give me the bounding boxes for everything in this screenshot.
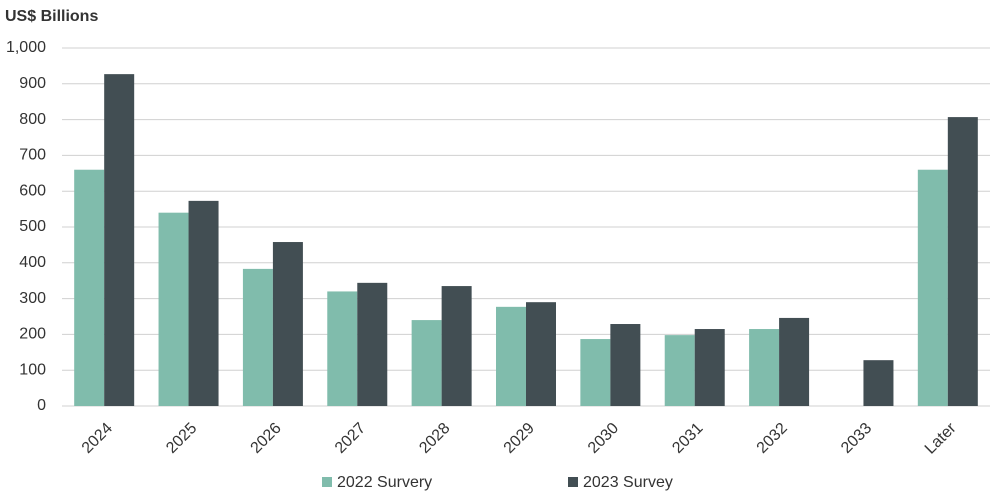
y-tick-label: 300 <box>19 290 46 307</box>
bar <box>863 360 894 406</box>
bar <box>580 339 611 406</box>
y-tick-label: 700 <box>19 147 46 164</box>
y-tick-label: 500 <box>19 218 46 235</box>
y-tick-label: 200 <box>19 326 46 343</box>
bar <box>411 320 442 406</box>
x-tick-label: 2031 <box>669 420 706 457</box>
bar <box>104 74 135 406</box>
x-tick-label: 2029 <box>501 420 538 457</box>
legend-label: 2023 Survey <box>583 474 673 491</box>
bar <box>74 169 105 406</box>
y-tick-label: 400 <box>19 254 46 271</box>
bar <box>158 212 189 406</box>
chart-title: US$ Billions <box>5 8 98 25</box>
x-tick-label: 2032 <box>754 420 791 457</box>
y-tick-label: 600 <box>19 182 46 199</box>
bar <box>188 200 219 406</box>
bar <box>272 242 303 406</box>
bar <box>947 117 978 407</box>
x-tick-label: 2030 <box>585 420 622 457</box>
y-tick-label: 100 <box>19 361 46 378</box>
legend-swatch <box>568 477 578 487</box>
y-tick-label: 900 <box>19 75 46 92</box>
x-tick-label: 2026 <box>248 420 285 457</box>
bar <box>526 302 556 406</box>
bar <box>749 329 780 406</box>
bar <box>610 324 641 406</box>
bar <box>917 169 948 406</box>
legend-label: 2022 Survery <box>337 474 432 491</box>
bar <box>357 282 388 406</box>
bar <box>779 317 810 406</box>
y-tick-label: 800 <box>19 111 46 128</box>
y-tick-label: 1,000 <box>6 39 46 56</box>
bar <box>496 306 526 406</box>
x-tick-label: 2033 <box>838 420 875 457</box>
x-tick-label: 2027 <box>332 420 369 457</box>
bar <box>694 329 725 406</box>
x-tick-label: Later <box>922 419 960 457</box>
bar <box>327 291 358 406</box>
x-tick-label: 2024 <box>79 420 116 457</box>
x-tick-label: 2025 <box>163 420 200 457</box>
y-tick-label: 0 <box>37 397 46 414</box>
bar <box>441 286 472 406</box>
bar <box>664 335 695 406</box>
x-tick-label: 2028 <box>416 420 453 457</box>
bar <box>242 268 273 406</box>
legend-swatch <box>322 477 332 487</box>
